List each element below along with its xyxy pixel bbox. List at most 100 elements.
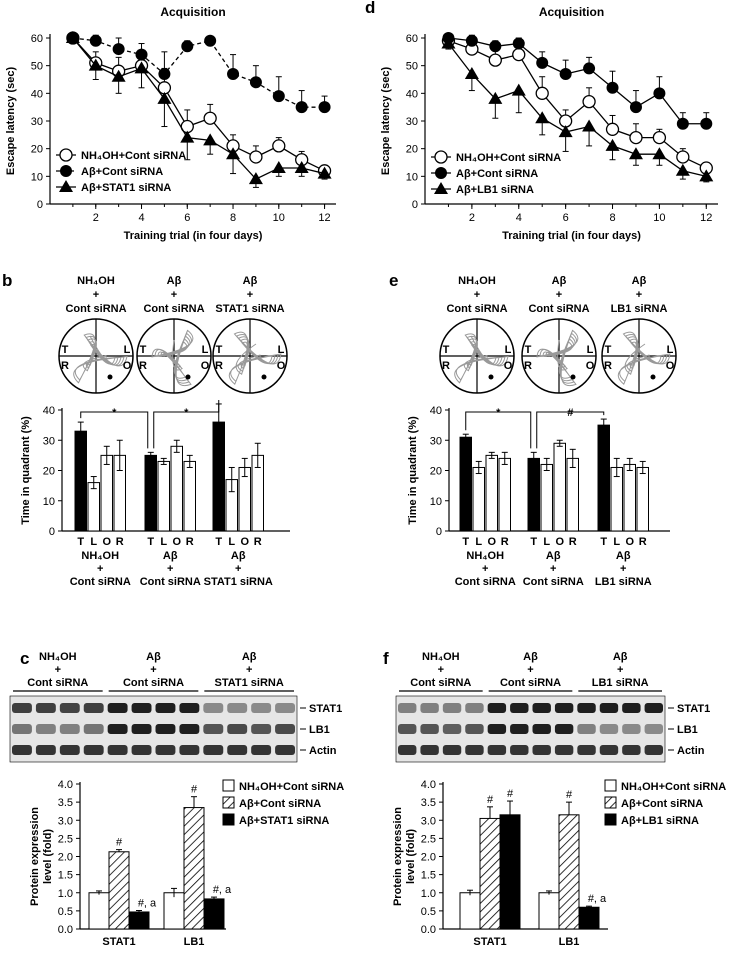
bar-b-0-L [87,482,100,532]
data-point-d-0 [535,86,549,100]
bar-group-plus-e-2: + [620,563,626,575]
expr-y-tick-label-c: 0.5 [58,906,73,918]
quadrant-letter-e: L [505,344,512,356]
swim-path-b-0 [73,333,128,384]
bar-quadrant-label-e: L [475,536,482,548]
bar-y-tick-label-b: 20 [43,466,55,478]
blot-band-f-LB1 [487,724,507,734]
blot-band-f-LB1 [554,724,574,734]
expr-y-tick-label-f: 4.0 [421,779,436,791]
sig-bracket-b-0 [80,411,149,449]
bar-e-1-R [566,457,579,532]
blot-group-plus-c-1: + [150,664,156,676]
data-point-a-2 [88,58,103,71]
blot-band-f-Actin [465,745,484,755]
group-top-name-b-0: Cont siRNA [65,303,126,315]
expr-legend-label-c-1: Aβ+Cont siRNA [239,798,321,810]
data-point-d-0 [676,150,690,164]
y-tick-label-d: 40 [406,88,418,100]
data-point-d-0 [582,94,596,109]
platform-b-0 [107,374,113,380]
y-tick-label-a: 60 [31,33,43,45]
blot-band-c-STAT1 [251,703,272,713]
group-top-label-b-1: Aβ [167,275,182,287]
blot-band-c-STAT1 [107,703,128,713]
data-point-a-1 [135,48,148,61]
group-top-name-e-0: Cont siRNA [446,303,507,315]
legend-marker-d-1 [435,167,447,179]
blot-band-c-LB1 [59,724,80,734]
blot-band-f-LB1 [510,724,529,734]
blot-image-c [9,695,298,763]
legend-label-d-1: Aβ+Cont siRNA [456,168,538,180]
group-top-name-e-2: LB1 siRNA [611,303,668,315]
bar-quadrant-label-e: T [462,536,469,548]
bar-y-tick-label-e: 30 [430,435,442,447]
data-point-d-1 [653,87,666,100]
quadrant-letter-e: R [604,360,612,372]
quadrant-letter-e: O [586,360,595,372]
bar-e-1-O [553,442,566,532]
blot-band-c-Actin [251,745,272,755]
blot-band-c-LB1 [179,724,200,734]
expr-y-axis-label-1-c: Protein expression [29,807,41,906]
bar-group-label-e-0: NH₄OH [466,550,504,562]
blot-band-f-Actin [644,745,663,755]
blot-band-c-LB1 [12,724,32,734]
bar-quadrant-label-b: L [160,536,167,548]
expr-y-axis-label-1-f: Protein expression [392,807,404,906]
data-point-d-2 [675,163,690,176]
x-tick-label-a: 12 [318,212,330,224]
panel-label-d: d [365,0,375,17]
sig-bracket-e-0 [465,411,532,449]
legend-label-a-1: Aβ+Cont siRNA [81,166,163,178]
panel-label-e: e [389,271,398,290]
quadrant-letter-b: R [215,360,223,372]
blot-band-c-STAT1 [179,703,200,713]
data-point-a-2 [317,166,332,179]
platform-e-2 [650,374,656,380]
y-tick-label-a: 30 [31,116,43,128]
data-point-d-2 [488,91,503,104]
data-point-d-1 [583,62,596,75]
expr-bar-c-STAT1-1 [108,851,130,930]
blot-group-plus-f-2: + [617,664,623,676]
bar-quadrant-label-e: R [501,536,509,548]
x-axis-label-a: Training trial (in four days) [124,230,263,242]
data-point-a-2 [203,133,218,146]
data-point-d-2 [558,125,573,138]
expr-bar-f-STAT1-2 [499,814,521,930]
y-tick-label-a: 0 [37,199,43,211]
blot-band-c-Actin [12,745,32,755]
expr-legend-label-f-1: Aβ+Cont siRNA [621,798,703,810]
blot-group-label-f-1: Aβ [523,651,538,663]
blot-band-f-STAT1 [510,703,529,713]
expr-y-tick-label-f: 2.0 [421,852,436,864]
quadrant-letter-e: O [504,360,513,372]
quadrant-letter-b: T [62,344,69,356]
data-point-a-2 [294,161,309,174]
bar-y-tick-label-e: 0 [436,526,442,538]
x-axis-label-d: Training trial (in four days) [502,230,641,242]
expr-legend-swatch-f-2 [604,813,617,826]
blot-group-label-c-2: Aβ [242,651,257,663]
bar-y-tick-label-b: 10 [43,496,55,508]
bar-b-1-T [144,454,157,532]
blot-band-f-Actin [442,745,462,755]
bar-group-plus-e-1: + [550,563,556,575]
bar-group-name-b-2: STAT1 siRNA [204,576,273,588]
x-tick-label-d: 10 [653,212,665,224]
data-point-d-2 [699,169,714,182]
expr-legend-label-f-2: Aβ+LB1 siRNA [621,815,699,827]
blot-group-name-c-0: Cont siRNA [27,677,88,689]
data-point-a-1 [89,34,102,47]
blot-band-f-LB1 [644,724,663,734]
blot-band-f-STAT1 [465,703,484,713]
data-point-a-0 [249,150,263,164]
bar-quadrant-label-b: L [228,536,235,548]
chart-title-a: Acquisition [160,5,225,19]
expr-y-tick-label-f: 1.0 [421,888,436,900]
bar-e-0-T [459,436,472,532]
bar-b-0-O [100,454,113,532]
sig-bracket-e-1 [536,411,605,449]
